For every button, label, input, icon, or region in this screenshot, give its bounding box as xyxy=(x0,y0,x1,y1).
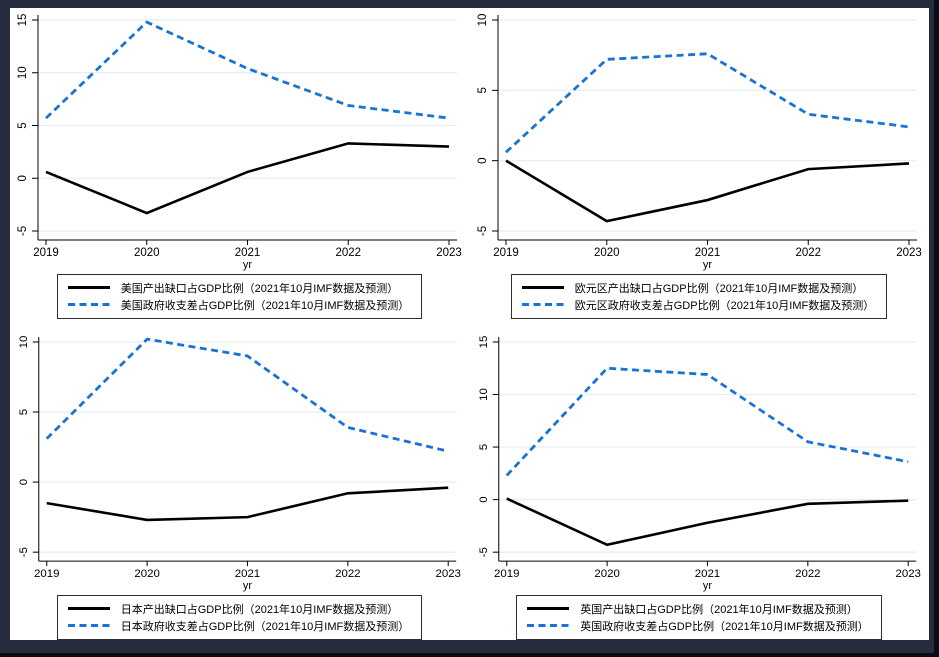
solid-black-line-sample xyxy=(521,286,564,289)
fiscal-balance-series-line xyxy=(504,52,909,154)
x-tick-label: 2020 xyxy=(593,247,619,259)
output-gap-series-line xyxy=(505,497,908,547)
legend-row: 欧元区产出缺口占GDP比例（2021年10月IMF数据及预测） xyxy=(521,279,874,296)
x-tick-label: 2020 xyxy=(134,247,160,259)
legend-label-fiscal-balance: 日本政府收支差占GDP比例（2021年10月IMF数据及预测） xyxy=(120,620,410,633)
y-tick-label: 0 xyxy=(477,157,489,163)
y-tick-label: 10 xyxy=(18,336,30,349)
japan-line-chart: -5 0 5 10 2019 2020 2021 2022 2023 yr xyxy=(18,336,461,592)
x-tick-label: 2019 xyxy=(34,568,59,580)
solid-black-line-sample xyxy=(527,607,570,610)
output-gap-series-line xyxy=(504,159,909,223)
legend-row: 日本政府收支差占GDP比例（2021年10月IMF数据及预测） xyxy=(67,617,410,634)
fiscal-balance-series-line xyxy=(45,20,450,120)
y-tick-label: 10 xyxy=(477,14,489,27)
japan-legend: 日本产出缺口占GDP比例（2021年10月IMF数据及预测） 日本政府收支差占G… xyxy=(56,595,423,640)
fiscal-balance-series-line xyxy=(45,337,449,453)
y-tick-label: 15 xyxy=(17,14,29,27)
y-tick-label: 15 xyxy=(477,336,489,349)
legend-row: 美国政府收支差占GDP比例（2021年10月IMF数据及预测） xyxy=(67,296,410,313)
legend-label-output-gap: 美国产出缺口占GDP比例（2021年10月IMF数据及预测） xyxy=(120,282,399,295)
x-tick-label: 2022 xyxy=(335,568,360,580)
chart-panel-us: -5 0 5 10 15 2019 2020 2021 2022 2023 yr 美国产出缺口占GD… xyxy=(10,8,469,324)
chart-panel-eurozone: -5 0 5 10 2019 2020 2021 2022 2023 yr 欧元区产出缺口占GDP… xyxy=(469,8,929,324)
y-tick-label: 5 xyxy=(477,444,489,450)
legend-row: 英国产出缺口占GDP比例（2021年10月IMF数据及预测） xyxy=(527,600,868,617)
y-tick-label: 10 xyxy=(17,66,29,79)
y-tick-label: 10 xyxy=(477,388,489,401)
eurozone-line-chart: -5 0 5 10 2019 2020 2021 2022 2023 yr xyxy=(477,14,922,271)
y-tick-label: -5 xyxy=(18,547,30,557)
legend-label-output-gap: 英国产出缺口占GDP比例（2021年10月IMF数据及预测） xyxy=(580,603,858,616)
legend-label-output-gap: 日本产出缺口占GDP比例（2021年10月IMF数据及预测） xyxy=(120,603,399,616)
x-tick-label: 2022 xyxy=(795,247,821,259)
legend-row: 美国产出缺口占GDP比例（2021年10月IMF数据及预测） xyxy=(67,279,409,296)
legend-label-fiscal-balance: 英国政府收支差占GDP比例（2021年10月IMF数据及预测） xyxy=(580,620,869,633)
uk-line-chart: -5 0 5 10 15 2019 2020 2021 2022 2023 yr xyxy=(477,336,920,592)
x-tick-label: 2023 xyxy=(895,568,920,580)
legend-row: 日本产出缺口占GDP比例（2021年10月IMF数据及预测） xyxy=(67,600,409,617)
figure-canvas: -5 0 5 10 15 2019 2020 2021 2022 2023 yr 美国产出缺口占GD… xyxy=(10,8,929,640)
y-tick-label: -5 xyxy=(477,547,489,557)
y-tick-label: 5 xyxy=(18,409,30,415)
y-tick-label: 0 xyxy=(17,175,29,181)
legend-row: 欧元区政府收支差占GDP比例（2021年10月IMF数据及预测） xyxy=(521,296,875,313)
x-tick-label: 2019 xyxy=(494,568,519,580)
us-legend: 美国产出缺口占GDP比例（2021年10月IMF数据及预测） 美国政府收支差占G… xyxy=(56,274,423,319)
x-tick-label: 2019 xyxy=(493,247,519,259)
us-line-chart: -5 0 5 10 15 2019 2020 2021 2022 2023 yr xyxy=(17,14,462,271)
output-gap-series-line xyxy=(46,486,449,522)
x-tick-label: 2020 xyxy=(134,568,159,580)
dashed-blue-line-sample xyxy=(527,624,570,627)
y-tick-label: 0 xyxy=(18,479,30,485)
dashed-blue-line-sample xyxy=(67,303,110,306)
eurozone-legend: 欧元区产出缺口占GDP比例（2021年10月IMF数据及预测） 欧元区政府收支差… xyxy=(510,274,888,319)
x-axis-title: yr xyxy=(243,580,252,592)
legend-label-fiscal-balance: 欧元区政府收支差占GDP比例（2021年10月IMF数据及预测） xyxy=(574,299,875,312)
chart-panel-japan: -5 0 5 10 2019 2020 2021 2022 2023 yr 日本产出缺口占GDP比… xyxy=(10,324,469,640)
x-axis-title: yr xyxy=(702,580,711,592)
y-tick-label: 5 xyxy=(17,122,29,128)
fiscal-balance-series-line xyxy=(505,366,908,477)
x-tick-label: 2021 xyxy=(694,247,720,259)
x-tick-label: 2023 xyxy=(896,247,922,259)
x-tick-label: 2021 xyxy=(235,247,261,259)
x-tick-label: 2021 xyxy=(235,568,260,580)
chart-panel-uk: -5 0 5 10 15 2019 2020 2021 2022 2023 yr 英国产出缺口占GD… xyxy=(469,324,929,640)
y-tick-label: 0 xyxy=(477,496,489,502)
dashed-blue-line-sample xyxy=(67,624,110,627)
x-tick-label: 2022 xyxy=(335,247,361,259)
output-gap-series-line xyxy=(45,142,450,215)
x-tick-label: 2021 xyxy=(694,568,719,580)
x-tick-label: 2020 xyxy=(594,568,619,580)
uk-legend: 英国产出缺口占GDP比例（2021年10月IMF数据及预测） 英国政府收支差占G… xyxy=(516,595,882,640)
solid-black-line-sample xyxy=(67,286,110,289)
x-tick-label: 2023 xyxy=(436,247,462,259)
x-tick-label: 2023 xyxy=(435,568,460,580)
x-tick-label: 2019 xyxy=(33,247,59,259)
y-tick-label: -5 xyxy=(17,226,29,236)
x-axis-title: yr xyxy=(243,259,253,271)
legend-label-output-gap: 欧元区产出缺口占GDP比例（2021年10月IMF数据及预测） xyxy=(574,282,864,295)
y-tick-label: 5 xyxy=(477,87,489,93)
solid-black-line-sample xyxy=(67,607,110,610)
legend-row: 英国政府收支差占GDP比例（2021年10月IMF数据及预测） xyxy=(527,617,869,634)
legend-label-fiscal-balance: 美国政府收支差占GDP比例（2021年10月IMF数据及预测） xyxy=(120,299,410,312)
dashed-blue-line-sample xyxy=(521,303,564,306)
x-axis-title: yr xyxy=(702,259,712,271)
x-tick-label: 2022 xyxy=(795,568,820,580)
y-tick-label: -5 xyxy=(477,226,489,236)
